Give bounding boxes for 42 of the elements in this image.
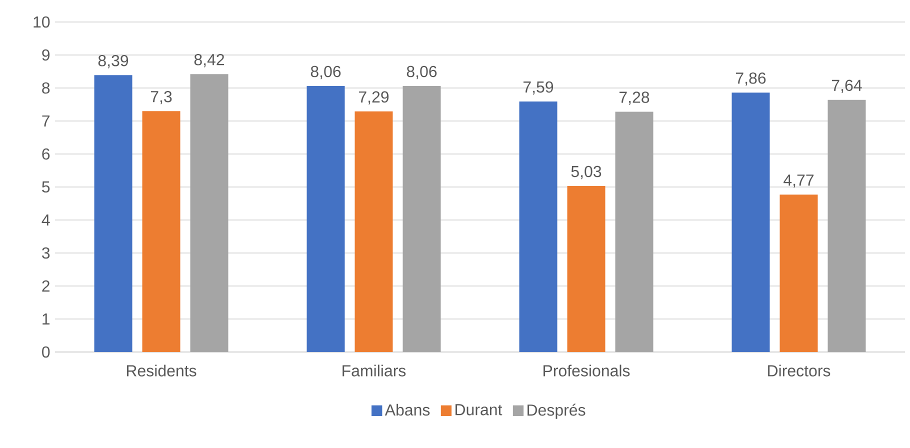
bar — [354, 111, 393, 352]
bar — [780, 194, 818, 352]
bar — [402, 86, 441, 352]
data-label: 8,39 — [98, 54, 128, 68]
x-tick-label: Residents — [127, 364, 196, 376]
y-tick-label: 8 — [42, 82, 50, 94]
legend-label: Durant — [456, 404, 502, 416]
data-label: 4,77 — [784, 174, 814, 188]
y-tick-label: 5 — [42, 181, 50, 193]
y-tick-label: 4 — [42, 214, 50, 226]
y-tick-label: 3 — [42, 247, 50, 259]
x-tick-label: Directors — [768, 364, 830, 376]
bar — [519, 102, 558, 352]
data-label: 7,28 — [620, 92, 650, 105]
legend-label: Abans — [384, 404, 430, 416]
data-label: 8,06 — [406, 66, 437, 80]
y-tick-label: 9 — [42, 49, 50, 61]
bar — [94, 75, 132, 352]
y-tick-label: 6 — [42, 148, 50, 160]
bar — [732, 92, 770, 352]
data-label: 7,64 — [832, 80, 862, 93]
bar — [142, 111, 180, 352]
bar — [190, 74, 228, 352]
legend-label: Després — [528, 404, 586, 419]
data-label: 7,59 — [524, 81, 554, 95]
y-tick-label: 2 — [42, 280, 50, 292]
bar — [828, 100, 866, 352]
x-tick-label: Familiars — [342, 364, 406, 376]
data-label: 7,3 — [150, 90, 172, 104]
data-label: 7,29 — [359, 91, 389, 104]
y-tick-label: 10 — [34, 16, 50, 28]
x-tick-label: Profesionals — [544, 364, 630, 376]
y-tick-label: 7 — [42, 115, 50, 126]
bar — [306, 86, 345, 352]
data-label: 8,42 — [194, 54, 224, 68]
bar — [567, 186, 606, 352]
data-label: 7,86 — [736, 72, 766, 86]
data-label: 5,03 — [571, 166, 602, 180]
bar — [615, 112, 654, 352]
y-tick-label: 0 — [42, 346, 50, 358]
data-label: 8,06 — [310, 66, 341, 80]
y-tick-label: 1 — [42, 313, 50, 324]
